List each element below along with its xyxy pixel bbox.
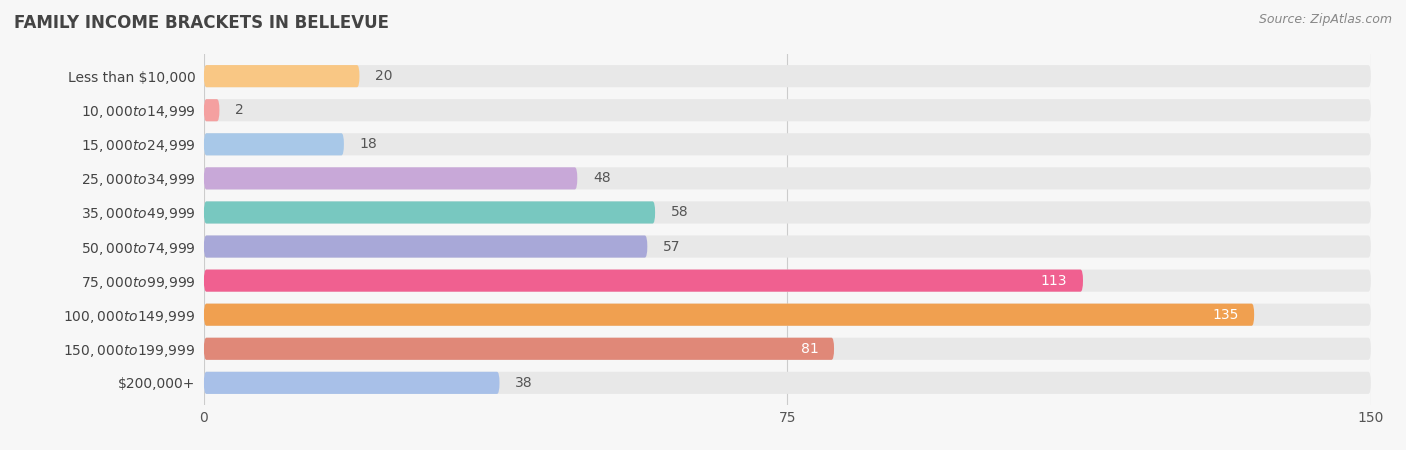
Text: 2: 2 — [235, 103, 243, 117]
Text: 38: 38 — [515, 376, 533, 390]
Text: 135: 135 — [1212, 308, 1239, 322]
FancyBboxPatch shape — [204, 304, 1371, 326]
FancyBboxPatch shape — [204, 167, 1371, 189]
Text: 20: 20 — [375, 69, 392, 83]
Text: 81: 81 — [801, 342, 818, 356]
FancyBboxPatch shape — [204, 372, 1371, 394]
FancyBboxPatch shape — [204, 235, 1371, 257]
Text: 58: 58 — [671, 206, 689, 220]
FancyBboxPatch shape — [204, 99, 1371, 122]
Text: Source: ZipAtlas.com: Source: ZipAtlas.com — [1258, 14, 1392, 27]
FancyBboxPatch shape — [204, 133, 1371, 155]
FancyBboxPatch shape — [204, 65, 1371, 87]
FancyBboxPatch shape — [204, 202, 1371, 224]
FancyBboxPatch shape — [204, 167, 578, 189]
Text: 57: 57 — [662, 239, 681, 253]
Text: FAMILY INCOME BRACKETS IN BELLEVUE: FAMILY INCOME BRACKETS IN BELLEVUE — [14, 14, 389, 32]
FancyBboxPatch shape — [204, 270, 1371, 292]
FancyBboxPatch shape — [204, 338, 834, 360]
Text: 48: 48 — [593, 171, 610, 185]
Text: 18: 18 — [360, 137, 377, 151]
FancyBboxPatch shape — [204, 338, 1371, 360]
FancyBboxPatch shape — [204, 99, 219, 122]
FancyBboxPatch shape — [204, 202, 655, 224]
FancyBboxPatch shape — [204, 235, 647, 257]
FancyBboxPatch shape — [204, 372, 499, 394]
Text: 113: 113 — [1040, 274, 1067, 288]
FancyBboxPatch shape — [204, 270, 1083, 292]
FancyBboxPatch shape — [204, 65, 360, 87]
FancyBboxPatch shape — [204, 133, 344, 155]
FancyBboxPatch shape — [204, 304, 1254, 326]
